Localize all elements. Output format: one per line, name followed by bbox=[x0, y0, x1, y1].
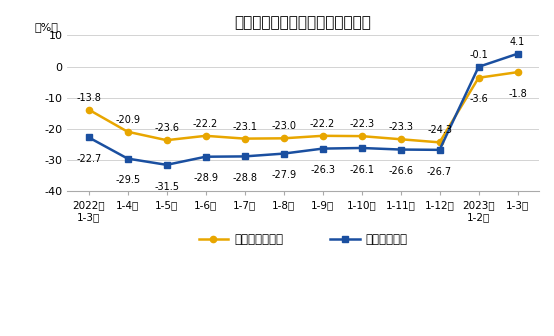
Text: -29.5: -29.5 bbox=[115, 175, 140, 185]
Text: -23.0: -23.0 bbox=[271, 121, 296, 131]
商品房销售面积 bbox=[124, 130, 131, 134]
商品房销售面积 bbox=[280, 136, 287, 140]
Text: -31.5: -31.5 bbox=[154, 181, 179, 192]
Text: -22.2: -22.2 bbox=[193, 119, 218, 129]
Text: -20.9: -20.9 bbox=[115, 115, 140, 125]
商品房销售面积 bbox=[319, 134, 326, 138]
商品房销售额 bbox=[319, 146, 326, 151]
商品房销售额 bbox=[514, 52, 521, 56]
商品房销售面积 bbox=[163, 138, 170, 142]
商品房销售面积 bbox=[436, 140, 443, 144]
商品房销售面积 bbox=[514, 70, 521, 74]
商品房销售面积 bbox=[242, 137, 248, 141]
Text: -3.6: -3.6 bbox=[469, 94, 488, 104]
商品房销售额 bbox=[85, 135, 92, 139]
Text: -26.6: -26.6 bbox=[388, 166, 413, 176]
商品房销售面积 bbox=[475, 76, 482, 80]
Text: -23.3: -23.3 bbox=[388, 122, 413, 132]
Legend: 商品房销售面积, 商品房销售额: 商品房销售面积, 商品房销售额 bbox=[194, 228, 412, 251]
Text: （%）: （%） bbox=[34, 22, 58, 32]
商品房销售额 bbox=[397, 148, 404, 152]
商品房销售额 bbox=[475, 65, 482, 69]
Title: 全国商品房销售面积及销售额增速: 全国商品房销售面积及销售额增速 bbox=[235, 15, 372, 30]
商品房销售额 bbox=[242, 155, 248, 159]
Line: 商品房销售面积: 商品房销售面积 bbox=[85, 69, 521, 145]
Text: -13.8: -13.8 bbox=[76, 93, 101, 103]
商品房销售面积 bbox=[85, 108, 92, 112]
Text: -26.1: -26.1 bbox=[349, 165, 374, 175]
商品房销售额 bbox=[358, 146, 365, 150]
Text: -1.8: -1.8 bbox=[508, 89, 527, 99]
Text: 4.1: 4.1 bbox=[510, 37, 525, 47]
Text: -22.2: -22.2 bbox=[310, 119, 335, 129]
商品房销售额 bbox=[280, 152, 287, 156]
Text: -26.7: -26.7 bbox=[427, 167, 452, 176]
商品房销售额 bbox=[124, 157, 131, 161]
商品房销售额 bbox=[163, 163, 170, 167]
Text: -24.3: -24.3 bbox=[427, 125, 452, 135]
商品房销售面积 bbox=[358, 134, 365, 138]
Text: -28.8: -28.8 bbox=[232, 173, 257, 183]
Text: -0.1: -0.1 bbox=[469, 50, 488, 60]
Text: -27.9: -27.9 bbox=[271, 170, 296, 180]
商品房销售面积 bbox=[397, 137, 404, 141]
Text: -23.1: -23.1 bbox=[232, 122, 257, 132]
商品房销售面积 bbox=[202, 134, 209, 138]
Text: -22.3: -22.3 bbox=[349, 119, 374, 129]
商品房销售额 bbox=[436, 148, 443, 152]
Text: -28.9: -28.9 bbox=[193, 173, 218, 183]
Line: 商品房销售额: 商品房销售额 bbox=[85, 51, 521, 168]
Text: -26.3: -26.3 bbox=[310, 165, 335, 175]
商品房销售额 bbox=[202, 155, 209, 159]
Text: -23.6: -23.6 bbox=[154, 123, 179, 133]
Text: -22.7: -22.7 bbox=[76, 154, 101, 164]
